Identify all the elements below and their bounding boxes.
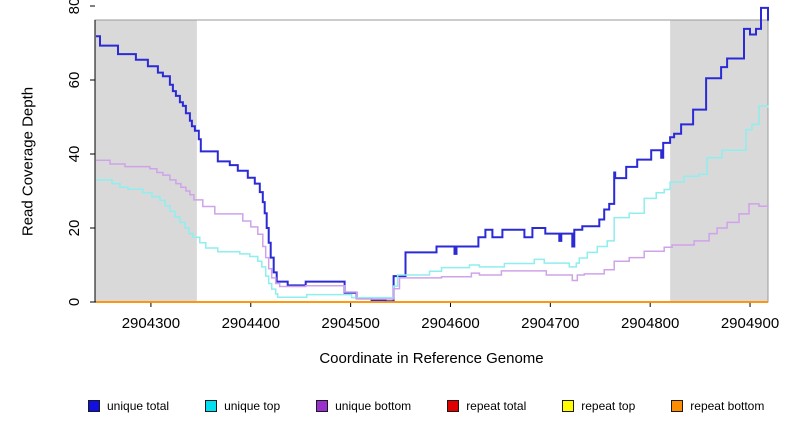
legend-item-repeat-total: repeat total bbox=[447, 399, 526, 413]
shaded-region-1 bbox=[670, 20, 768, 302]
legend-item-unique-bottom: unique bottom bbox=[316, 399, 411, 413]
legend-swatch-repeat-bottom bbox=[671, 400, 684, 412]
legend-label: unique bottom bbox=[335, 399, 412, 413]
x-tick-label: 2904300 bbox=[122, 315, 180, 332]
y-tick-label: 60 bbox=[66, 72, 83, 89]
y-tick-label: 20 bbox=[66, 220, 83, 237]
shaded-region-0 bbox=[95, 20, 197, 302]
legend-item-unique-total: unique total bbox=[88, 399, 169, 413]
legend-label: repeat total bbox=[466, 399, 527, 413]
legend-label: repeat top bbox=[581, 399, 636, 413]
x-tick-label: 2904600 bbox=[421, 315, 479, 332]
y-axis-title: Read Coverage Depth bbox=[19, 86, 37, 237]
legend-swatch-repeat-total bbox=[447, 400, 460, 412]
legend-swatch-unique-total bbox=[88, 400, 100, 412]
x-tick-label: 2904900 bbox=[721, 315, 779, 332]
legend-item-repeat-bottom: repeat bottom bbox=[671, 399, 764, 413]
legend-swatch-unique-top bbox=[205, 400, 218, 412]
legend-label: unique top bbox=[224, 399, 281, 413]
x-tick-label: 2904800 bbox=[621, 315, 679, 332]
x-axis-title: Coordinate in Reference Genome bbox=[319, 350, 544, 367]
series-line-unique-total bbox=[96, 6, 769, 303]
legend-item-unique-top: unique top bbox=[205, 399, 280, 413]
legend-label: repeat bottom bbox=[690, 399, 765, 413]
y-tick-label: 40 bbox=[66, 146, 83, 163]
x-tick-label: 2904700 bbox=[521, 315, 579, 332]
y-tick-label: 0 bbox=[66, 298, 83, 306]
legend-item-repeat-top: repeat top bbox=[562, 399, 635, 413]
x-tick-label: 2904400 bbox=[222, 315, 280, 332]
legend-label: unique total bbox=[107, 399, 170, 413]
legend: unique total unique top unique bottom repea… bbox=[88, 398, 788, 414]
legend-swatch-repeat-top bbox=[562, 400, 575, 412]
series-line-unique-bottom bbox=[96, 159, 769, 300]
y-tick-label: 80 bbox=[66, 0, 83, 14]
series-line-unique-top bbox=[96, 105, 769, 299]
legend-swatch-unique-bottom bbox=[316, 400, 329, 412]
x-tick-label: 2904500 bbox=[321, 315, 379, 332]
